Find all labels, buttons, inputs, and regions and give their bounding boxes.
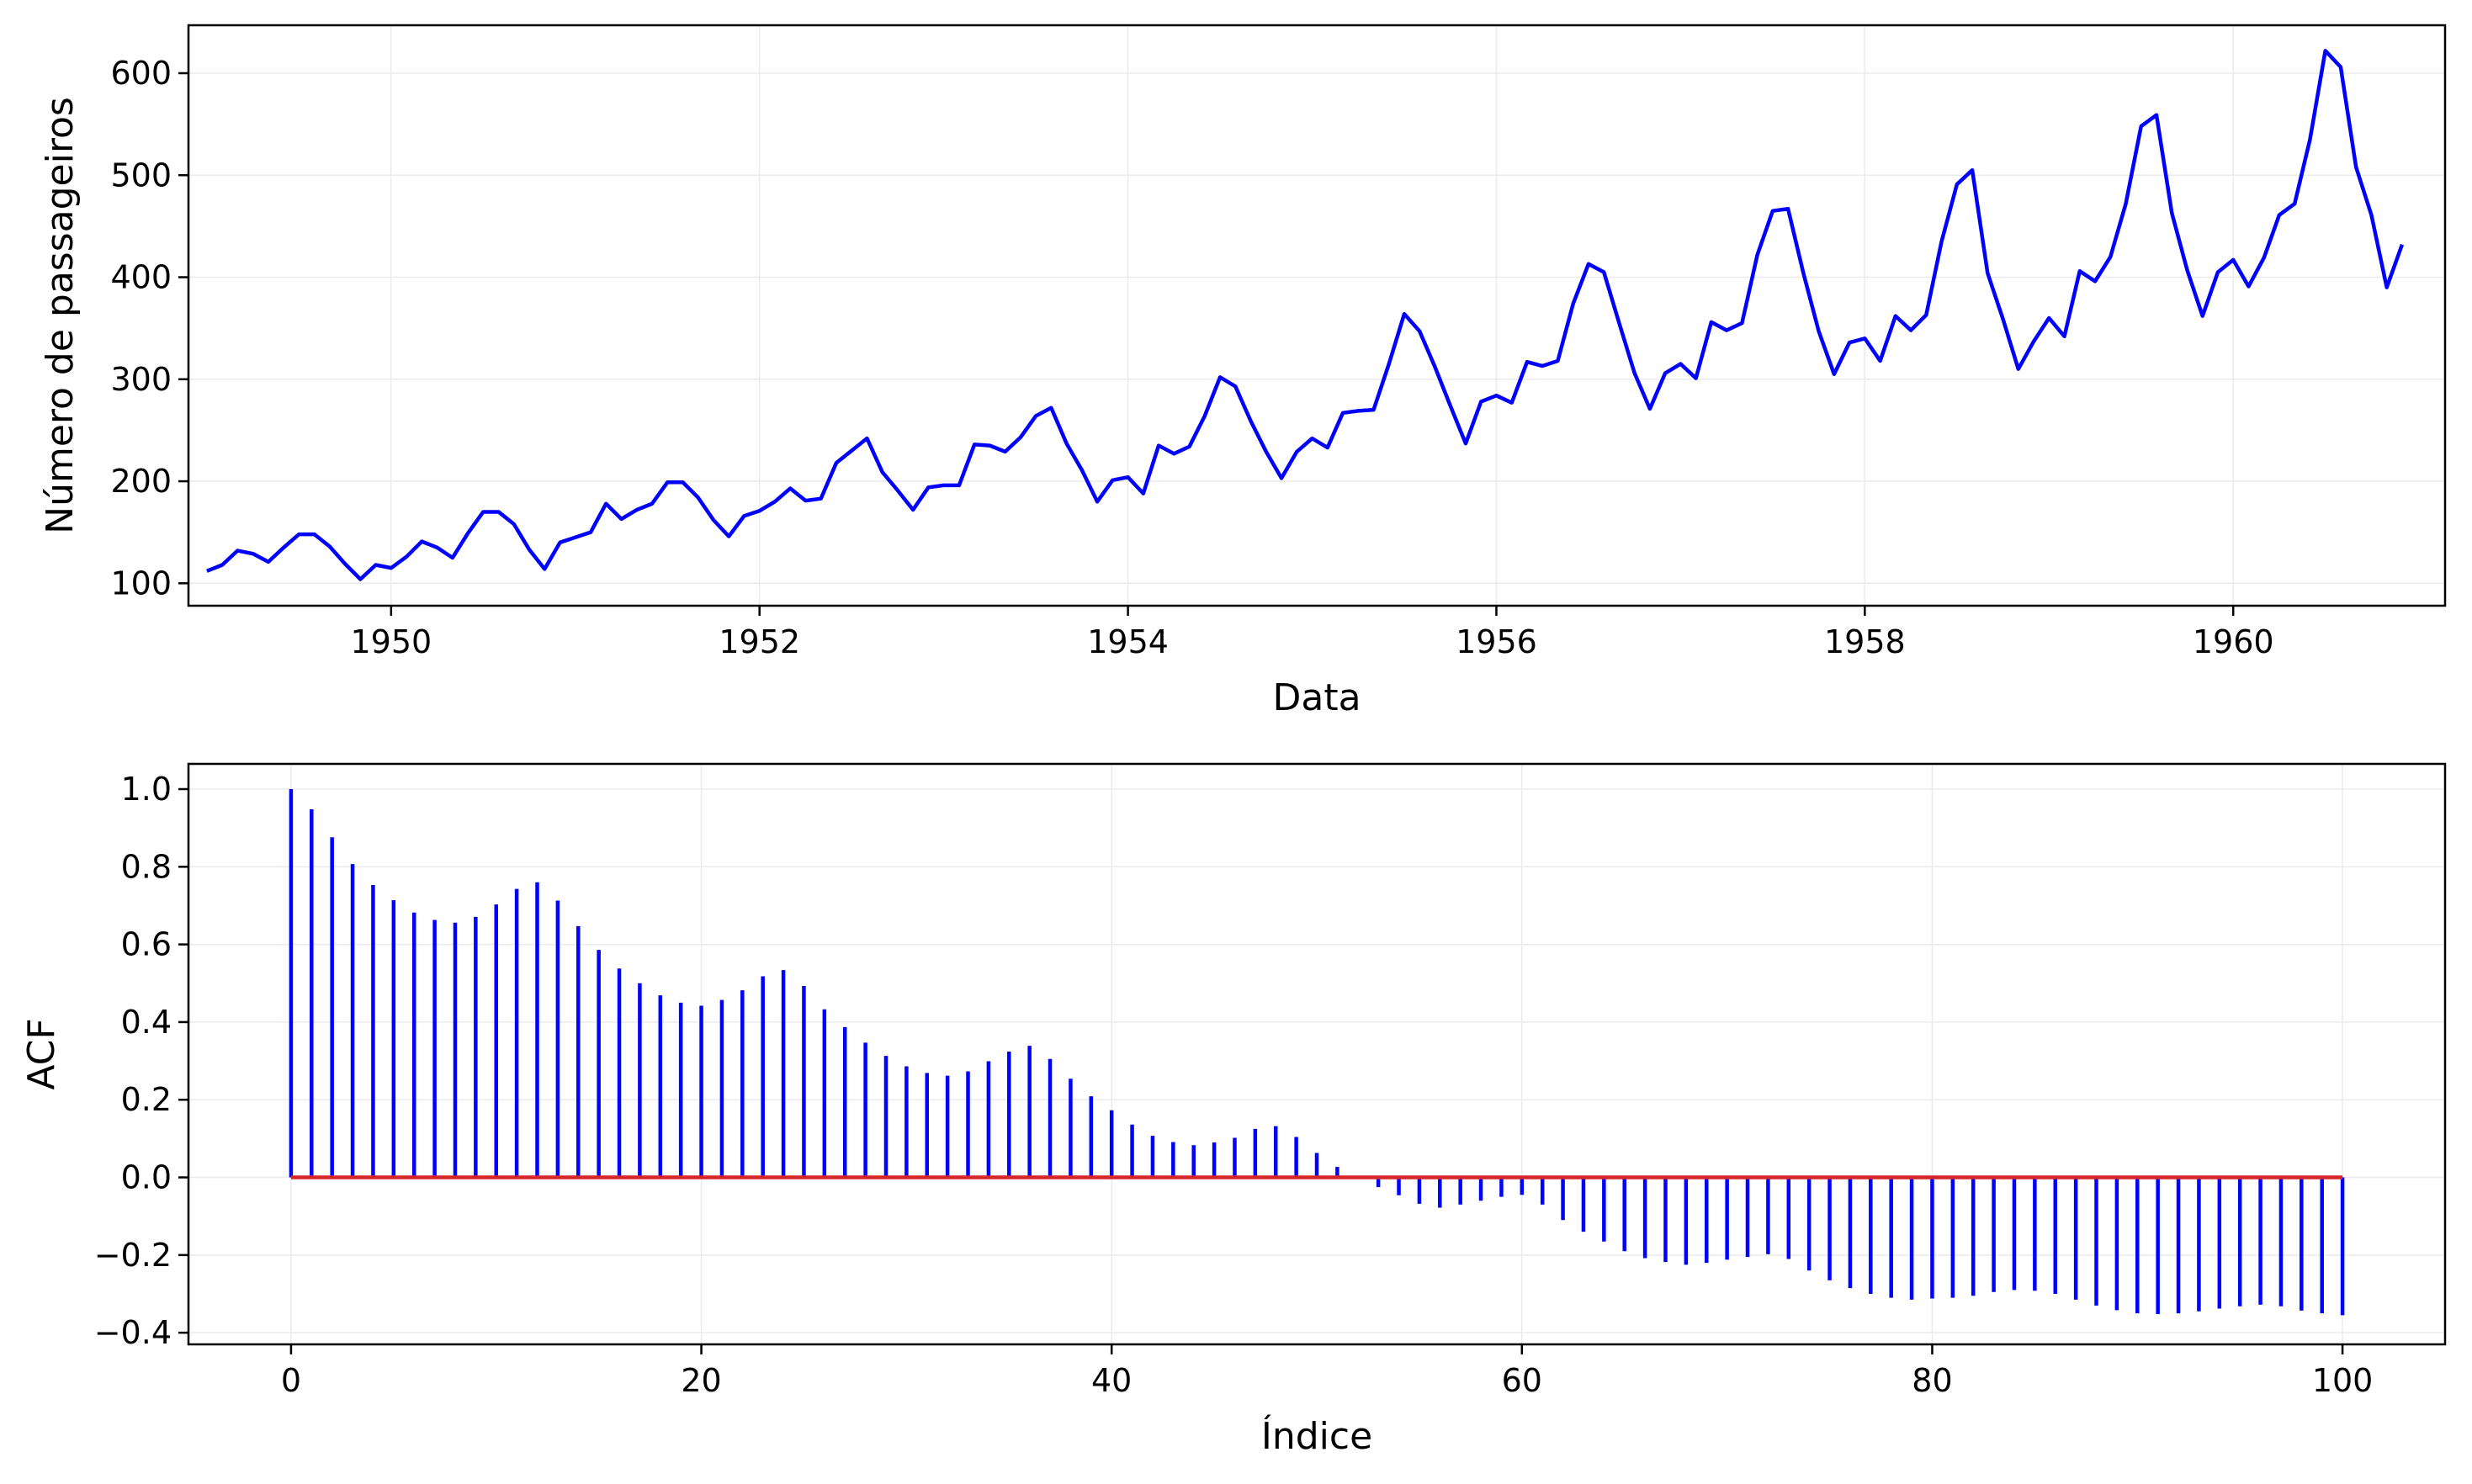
y-axis-label: ACF (20, 1018, 63, 1089)
y-tick-label: 0.0 (121, 1159, 172, 1196)
plot-frame (187, 24, 2447, 607)
line-chart-panel: 1950 1952 1954 1956 1958 1960 100 200 300 400 500… (39, 24, 2447, 719)
x-tick-label: 100 (2312, 1362, 2374, 1399)
y-tick-label: 0.4 (121, 1004, 172, 1041)
x-tick-label: 1958 (1824, 623, 1906, 660)
x-tick-label: 1956 (1456, 623, 1537, 660)
x-tick-label: 60 (1502, 1362, 1542, 1399)
y-tick-label: 100 (110, 564, 172, 602)
x-tick-label: 0 (281, 1362, 301, 1399)
x-tick-label: 1952 (719, 623, 800, 660)
x-axis-label: Data (1272, 676, 1361, 719)
y-tick-label: 1.0 (121, 771, 172, 808)
y-tick-label: 300 (110, 361, 172, 398)
y-tick-label: 0.2 (121, 1081, 172, 1118)
tick-marks (178, 787, 2344, 1354)
passengers-line (206, 49, 2405, 581)
x-tick-label: 1950 (350, 623, 432, 660)
y-tick-labels: 100 200 300 400 500 600 (110, 55, 172, 602)
y-tick-label: −0.4 (94, 1314, 172, 1351)
grid (188, 25, 2445, 606)
x-tick-labels: 0 20 40 60 80 100 (281, 1362, 2374, 1399)
plot-background (188, 764, 2445, 1344)
tick-marks (178, 72, 2235, 616)
y-tick-label: −0.2 (94, 1237, 172, 1274)
x-tick-label: 1960 (2193, 623, 2274, 660)
x-tick-label: 80 (1912, 1362, 1952, 1399)
y-tick-label: 600 (110, 55, 172, 92)
plot-background (188, 25, 2445, 606)
y-axis-label: Número de passageiros (39, 97, 82, 534)
acf-chart-panel: 0 20 40 60 80 100 1.00.80.60.40.20.0−0.2−0.4 … (20, 762, 2447, 1458)
plot-frame (187, 762, 2447, 1346)
x-tick-label: 20 (681, 1362, 721, 1399)
y-tick-label: 500 (110, 156, 172, 193)
y-tick-label: 200 (110, 463, 172, 500)
y-tick-label: 0.8 (121, 848, 172, 885)
acf-stems (289, 789, 2345, 1316)
x-axis-label: Índice (1261, 1413, 1372, 1458)
y-tick-labels: 1.0 0.8 0.6 0.4 0.2 0.0 −0.2 −0.4 (94, 771, 172, 1351)
x-tick-label: 40 (1091, 1362, 1132, 1399)
y-tick-label: 400 (110, 259, 172, 296)
x-tick-labels: 1950 1952 1954 1956 1958 1960 (350, 623, 2273, 660)
y-tick-label: 0.6 (121, 926, 172, 963)
x-tick-label: 1954 (1087, 623, 1169, 660)
